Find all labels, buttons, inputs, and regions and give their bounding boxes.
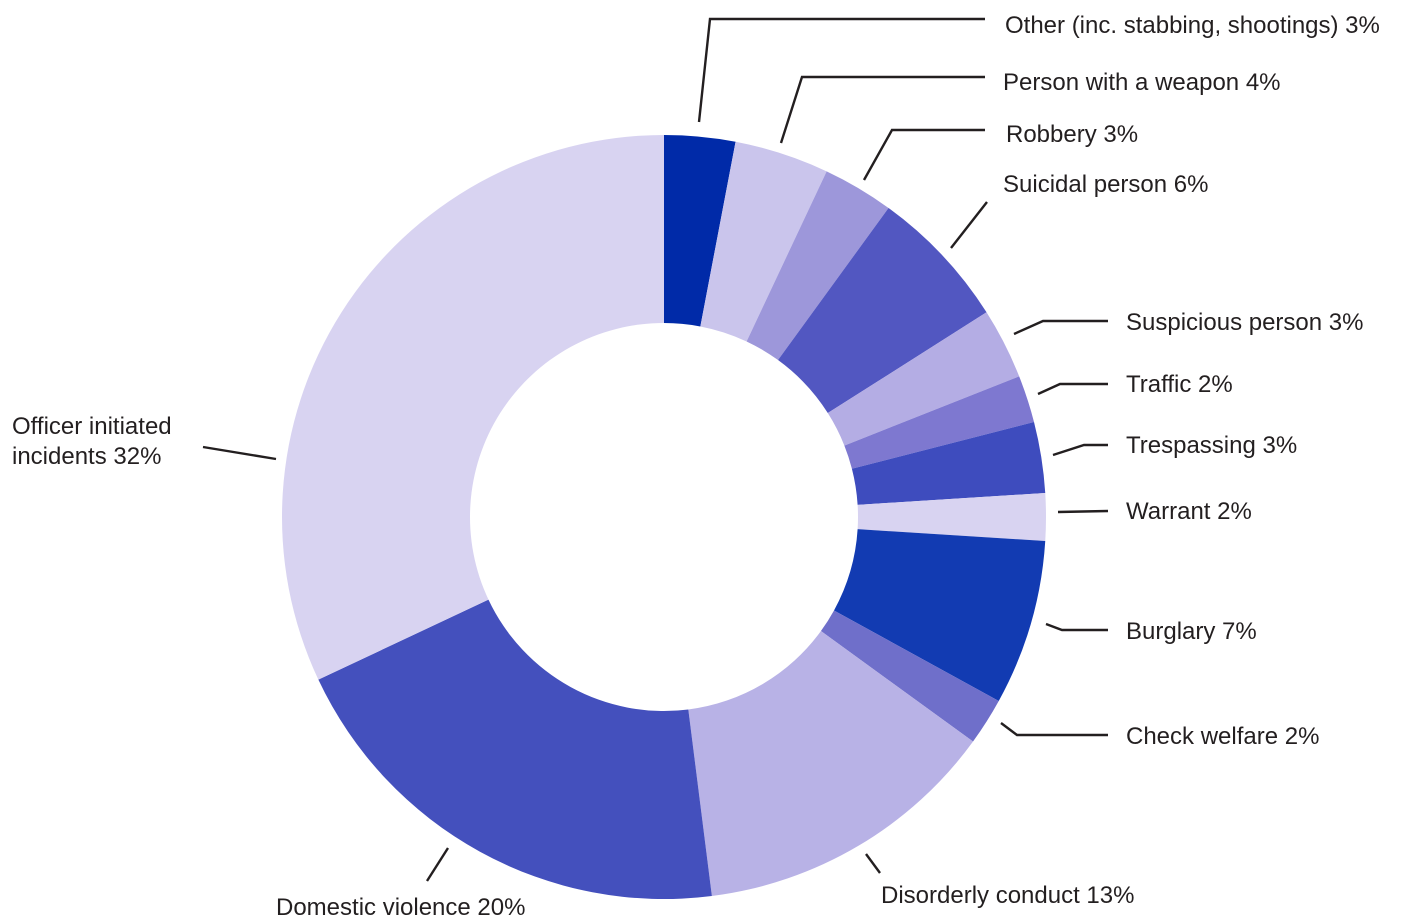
slice-label: Suicidal person 6%: [1003, 171, 1208, 198]
slice-label: Other (inc. stabbing, shootings) 3%: [1005, 12, 1380, 39]
slice-other-inc-stabbing-shootings: [664, 135, 736, 327]
slice-label: Suspicious person 3%: [1126, 309, 1363, 336]
slice-label: Warrant 2%: [1126, 498, 1252, 525]
leader-line: [779, 75, 985, 144]
leader-line: [202, 445, 277, 461]
slice-label: Check welfare 2%: [1126, 723, 1319, 750]
leader-line: [1052, 443, 1108, 457]
leader-line: [1057, 509, 1109, 514]
slice-suicidal-person: [778, 207, 987, 414]
slice-trespassing: [851, 422, 1046, 505]
leader-line: [1045, 622, 1108, 632]
slice-label: Traffic 2%: [1126, 371, 1233, 398]
slice-label: Trespassing 3%: [1126, 432, 1297, 459]
slice-person-with-a-weapon: [700, 141, 827, 342]
leader-line: [1000, 722, 1108, 737]
leader-lines-group: [202, 17, 1109, 882]
leader-line: [425, 847, 450, 882]
slice-labels-group: Other (inc. stabbing, shootings) 3% Perso…: [12, 12, 1380, 920]
leader-line: [862, 128, 985, 181]
leader-line: [1013, 319, 1108, 336]
slice-label: Domestic violence 20%: [276, 894, 525, 920]
slice-label: Person with a weapon 4%: [1003, 69, 1281, 96]
slice-suspicious-person: [827, 312, 1020, 446]
leader-line: [697, 17, 985, 123]
leader-line: [1037, 382, 1108, 396]
slice-label: Robbery 3%: [1006, 121, 1138, 148]
leader-line: [950, 201, 988, 249]
slice-check-welfare: [820, 610, 999, 742]
slice-robbery: [746, 171, 889, 361]
slice-label: Burglary 7%: [1126, 618, 1257, 645]
slice-warrant: [857, 493, 1047, 541]
slice-officer-initiated-incidents: [282, 135, 664, 680]
slice-label: Disorderly conduct 13%: [881, 882, 1134, 909]
slice-burglary: [834, 529, 1046, 702]
slice-traffic: [844, 376, 1034, 469]
slice-domestic-violence: [318, 599, 712, 900]
slice-disorderly-conduct: [688, 631, 974, 896]
slices-group: [282, 135, 1047, 900]
leader-line: [865, 853, 881, 874]
slice-label: Officer initiated incidents 32%: [12, 413, 172, 470]
